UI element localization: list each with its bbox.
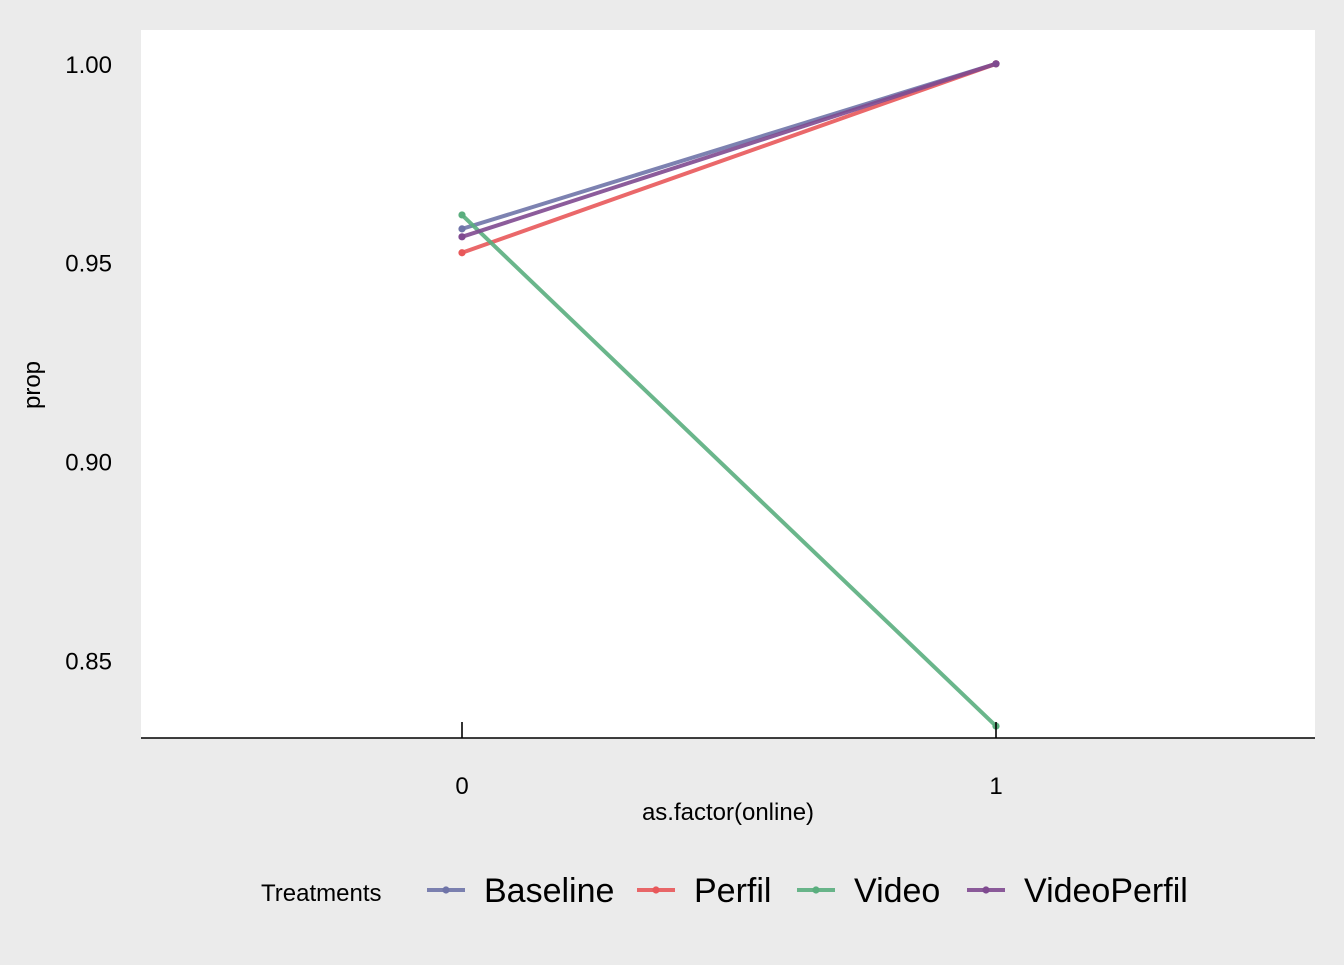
legend-item-baseline: Baseline <box>427 872 614 910</box>
x-tick-label: 1 <box>989 773 1002 800</box>
legend-key-point <box>982 886 990 894</box>
legend-item-perfil: Perfil <box>637 872 771 910</box>
y-tick-label: 0.95 <box>65 251 112 278</box>
x-tick-label: 0 <box>455 773 468 800</box>
plot-panel <box>141 30 1315 738</box>
y-tick-label: 1.00 <box>65 52 112 79</box>
y-axis-ticks: 0.85 0.90 0.95 1.00 <box>65 52 112 676</box>
series-lines <box>458 60 1000 730</box>
y-axis-title: prop <box>19 361 46 409</box>
legend-key-point <box>442 886 450 894</box>
series-line-videoperfil <box>460 61 998 239</box>
data-point-videoperfil <box>458 233 466 241</box>
legend: Treatments Baseline Perfil Video VideoPerfi… <box>261 872 1188 910</box>
legend-key-point <box>812 886 820 894</box>
x-axis-title: as.factor(online) <box>642 799 814 826</box>
legend-label: VideoPerfil <box>1024 872 1188 910</box>
legend-key-point <box>652 886 660 894</box>
data-point-video <box>458 211 466 219</box>
legend-label: Baseline <box>484 872 614 910</box>
data-point-perfil <box>458 249 466 257</box>
legend-label: Perfil <box>694 872 771 910</box>
series-line-video <box>460 212 998 729</box>
data-point-videoperfil <box>992 60 1000 68</box>
legend-item-video: Video <box>797 872 940 910</box>
legend-label: Video <box>854 872 940 910</box>
legend-item-videoperfil: VideoPerfil <box>967 872 1188 910</box>
legend-title: Treatments <box>261 880 381 907</box>
series-line-perfil <box>460 61 998 255</box>
y-tick-label: 0.90 <box>65 450 112 477</box>
data-point-baseline <box>458 225 466 233</box>
y-tick-label: 0.85 <box>65 648 112 675</box>
